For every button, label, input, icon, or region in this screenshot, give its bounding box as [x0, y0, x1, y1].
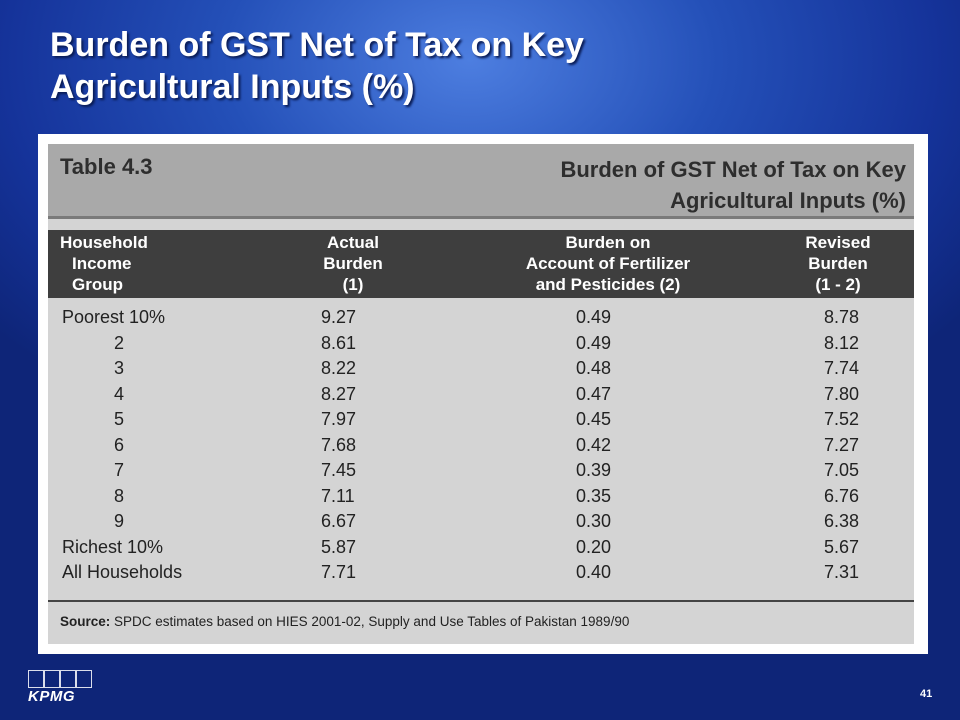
- cell-revised: 7.05: [824, 460, 860, 480]
- cell-fertilizer: 0.49: [576, 307, 612, 327]
- cell-actual: 7.71: [321, 562, 357, 582]
- source-label: Source:: [60, 614, 111, 629]
- header-line: Burden on: [565, 233, 651, 252]
- table-source-note: Source: SPDC estimates based on HIES 200…: [48, 600, 914, 646]
- cell-actual: 7.45: [321, 460, 357, 480]
- cell-fertilizer: 0.48: [576, 358, 612, 378]
- cell-fertilizer: 0.35: [576, 485, 612, 506]
- cell-group: 4: [114, 383, 125, 404]
- table-row: 9 6.67 0.30 6.38: [48, 510, 914, 536]
- header-line: Burden: [808, 254, 868, 273]
- header-line: (1 - 2): [815, 275, 861, 294]
- header-line: Account of Fertilizer: [525, 254, 691, 273]
- kpmg-logo: KPMG: [28, 670, 98, 708]
- table-row: 6 7.68 0.42 7.27: [48, 434, 914, 460]
- cell-actual: 6.67: [321, 511, 357, 531]
- cell-group: 2: [114, 332, 125, 353]
- cell-group: 7: [114, 460, 125, 480]
- page-number: 41: [920, 688, 933, 700]
- cell-revised: 6.76: [824, 485, 860, 506]
- header-line: and Pesticides (2): [535, 275, 681, 294]
- cell-fertilizer: 0.47: [576, 383, 612, 404]
- header-line: Burden: [323, 254, 383, 273]
- table-title-line-1: Burden of GST Net of Tax on Key: [560, 157, 906, 182]
- cell-group: Richest 10%: [62, 536, 164, 557]
- cell-revised: 5.67: [824, 536, 860, 557]
- header-revised-burden: Revised Burden (1 - 2): [768, 232, 908, 295]
- cell-group: 9: [114, 511, 125, 531]
- table-body: Poorest 10% 9.27 0.49 8.78 2 8.61 0.49 8…: [48, 306, 914, 587]
- cell-actual: 7.11: [321, 485, 355, 506]
- cell-fertilizer: 0.45: [576, 409, 612, 429]
- cell-fertilizer: 0.40: [576, 562, 612, 582]
- cell-fertilizer: 0.30: [576, 511, 612, 531]
- cell-fertilizer: 0.39: [576, 460, 612, 480]
- table-number: Table 4.3: [60, 154, 153, 179]
- cell-revised: 6.38: [824, 511, 860, 531]
- table-panel: Table 4.3 Burden of GST Net of Tax on Ke…: [48, 144, 914, 644]
- cell-group: 8: [114, 485, 125, 506]
- cell-group: 5: [114, 409, 125, 429]
- source-text: SPDC estimates based on HIES 2001-02, Su…: [110, 614, 630, 629]
- table-row: All Households 7.71 0.40 7.31: [48, 561, 914, 587]
- slide-title: Burden of GST Net of Tax on Key Agricult…: [50, 24, 750, 108]
- table-row: Poorest 10% 9.27 0.49 8.78: [48, 306, 914, 332]
- cell-revised: 7.74: [824, 358, 860, 378]
- logo-text: KPMG: [28, 688, 75, 705]
- header-line: Group: [72, 275, 123, 294]
- cell-actual: 7.97: [321, 409, 357, 429]
- header-household-income-group: Household Income Group: [60, 232, 220, 295]
- header-fertilizer-burden: Burden on Account of Fertilizer and Pest…: [468, 232, 748, 295]
- table-caption: Table 4.3 Burden of GST Net of Tax on Ke…: [48, 144, 914, 219]
- cell-group: Poorest 10%: [62, 307, 166, 327]
- header-line: Income: [72, 254, 132, 273]
- slide-title-line-1: Burden of GST Net of Tax on Key: [50, 26, 584, 64]
- cell-group: 6: [114, 434, 125, 455]
- table-row: 5 7.97 0.45 7.52: [48, 408, 914, 434]
- cell-revised: 7.80: [824, 383, 860, 404]
- cell-actual: 8.61: [321, 332, 357, 353]
- cell-actual: 9.27: [321, 307, 357, 327]
- table-header-row: Household Income Group Actual Burden (1)…: [48, 230, 914, 298]
- cell-actual: 5.87: [321, 536, 357, 557]
- table-row: 8 7.11 0.35 6.76: [48, 485, 914, 511]
- cell-fertilizer: 0.49: [576, 332, 612, 353]
- header-line: Actual: [327, 233, 379, 252]
- header-line: (1): [342, 275, 364, 294]
- header-line: Household: [60, 233, 148, 252]
- cell-revised: 7.52: [824, 409, 860, 429]
- table-title: Burden of GST Net of Tax on Key Agricult…: [560, 154, 906, 216]
- cell-fertilizer: 0.20: [576, 536, 612, 557]
- cell-actual: 8.27: [321, 383, 357, 404]
- table-row: Richest 10% 5.87 0.20 5.67: [48, 536, 914, 562]
- table-row: 4 8.27 0.47 7.80: [48, 383, 914, 409]
- header-line: Revised: [805, 233, 871, 252]
- cell-fertilizer: 0.42: [576, 434, 612, 455]
- table-title-line-2: Agricultural Inputs (%): [670, 188, 906, 213]
- cell-group: All Households: [62, 562, 183, 582]
- header-actual-burden: Actual Burden (1): [278, 232, 428, 295]
- table-row: 7 7.45 0.39 7.05: [48, 459, 914, 485]
- slide-title-line-2: Agricultural Inputs (%): [50, 68, 415, 106]
- cell-revised: 7.27: [824, 434, 860, 455]
- cell-actual: 7.68: [321, 434, 357, 455]
- table-row: 2 8.61 0.49 8.12: [48, 332, 914, 358]
- cell-revised: 8.78: [824, 307, 860, 327]
- table-row: 3 8.22 0.48 7.74: [48, 357, 914, 383]
- cell-revised: 7.31: [824, 562, 860, 582]
- cell-actual: 8.22: [321, 358, 357, 378]
- table-image: Table 4.3 Burden of GST Net of Tax on Ke…: [38, 134, 928, 654]
- cell-group: 3: [114, 358, 125, 378]
- cell-revised: 8.12: [824, 332, 860, 353]
